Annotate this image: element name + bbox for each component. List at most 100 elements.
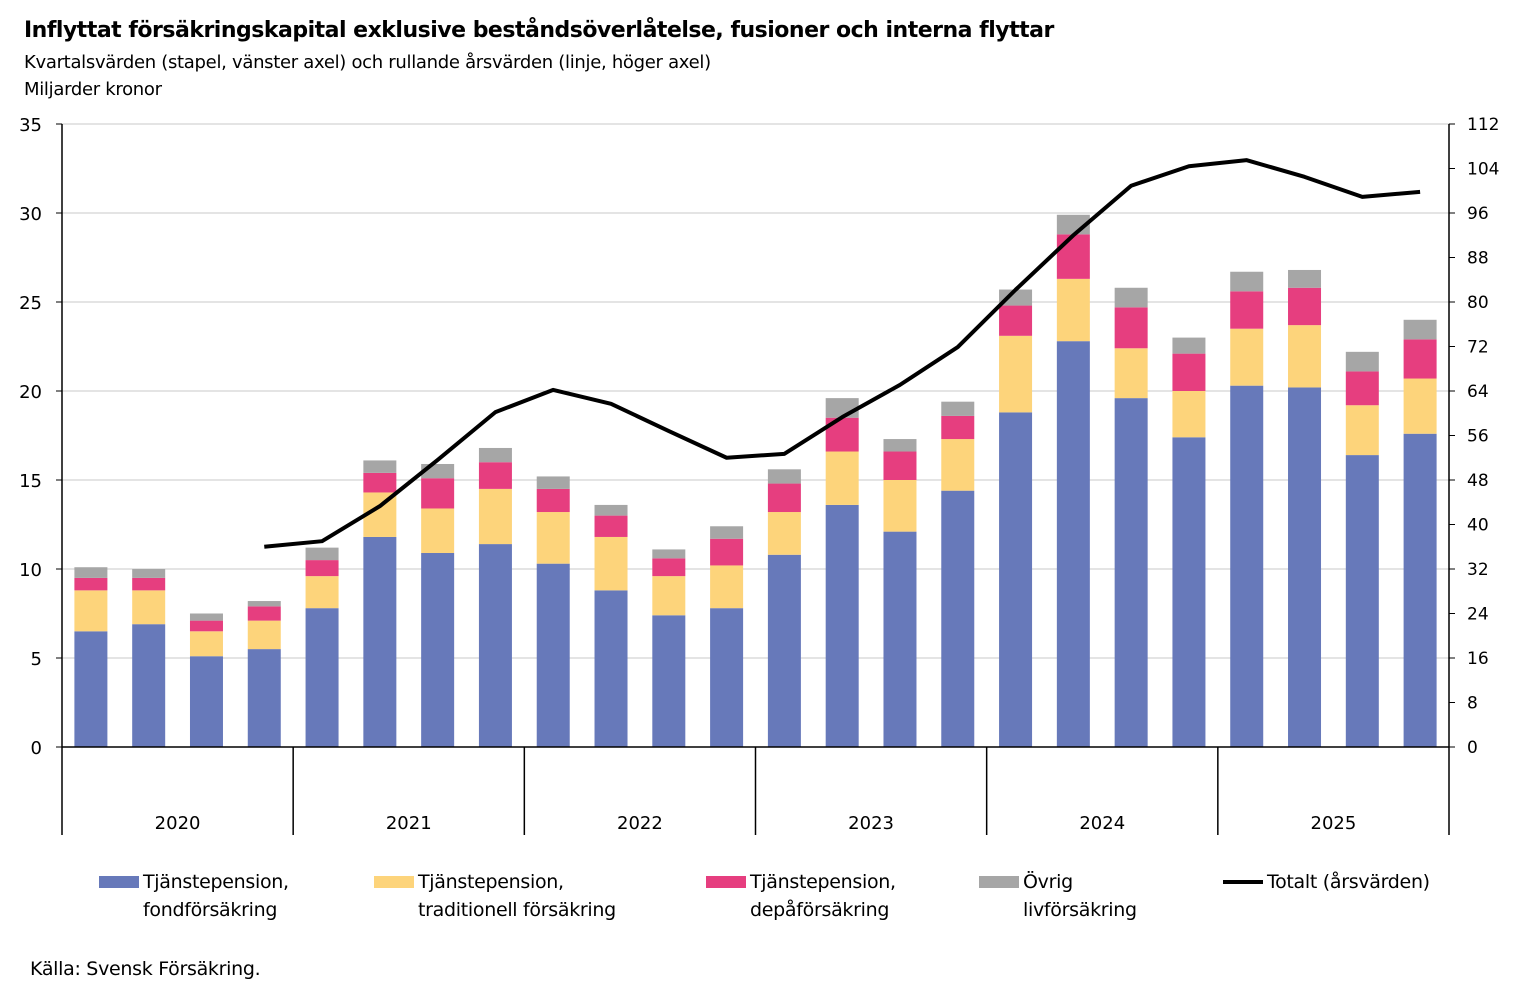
bar-segment bbox=[941, 415, 975, 440]
y2-tick-label: 80 bbox=[1467, 293, 1489, 313]
bar-segment bbox=[363, 460, 397, 473]
y-tick-label: 35 bbox=[19, 115, 42, 136]
bar-segment bbox=[710, 526, 744, 539]
bar-segment bbox=[883, 480, 917, 532]
bar-segment bbox=[421, 478, 455, 509]
year-label: 2024 bbox=[1079, 813, 1125, 834]
legend-swatch bbox=[706, 876, 746, 888]
bar-segment bbox=[941, 439, 975, 491]
y2-tick-label: 16 bbox=[1467, 649, 1489, 669]
y2-tick-label: 96 bbox=[1467, 204, 1489, 224]
y2-tick-label: 32 bbox=[1467, 560, 1489, 580]
bar-segment bbox=[941, 401, 975, 416]
bar-segment bbox=[74, 567, 108, 578]
bar-segment bbox=[247, 620, 281, 650]
bar-segment bbox=[767, 512, 801, 555]
bar-segment bbox=[189, 631, 223, 657]
bar-segment bbox=[1056, 278, 1090, 342]
chart-title: Inflyttat försäkringskapital exklusive b… bbox=[24, 18, 1054, 43]
bar-segment bbox=[1172, 337, 1206, 354]
legend-label: fondförsäkring bbox=[143, 899, 278, 921]
bar-segment bbox=[536, 476, 570, 489]
legend-item: Tjänstepension, fondförsäkring bbox=[99, 868, 289, 924]
bar-segment bbox=[1403, 378, 1437, 434]
bar-segment bbox=[478, 462, 512, 489]
bar-segment bbox=[74, 631, 108, 747]
bar-segment bbox=[883, 439, 917, 452]
bar-segment bbox=[247, 649, 281, 747]
bar-segment bbox=[999, 412, 1033, 747]
y2-tick-label: 8 bbox=[1467, 694, 1478, 714]
bar-segment bbox=[1403, 339, 1437, 379]
bar-segment bbox=[421, 508, 455, 553]
bar-segment bbox=[1114, 348, 1148, 399]
y-tick-label: 25 bbox=[19, 293, 42, 314]
y2-tick-label: 112 bbox=[1467, 115, 1499, 135]
bar-segment bbox=[594, 536, 628, 591]
bar-segment bbox=[1114, 307, 1148, 349]
bar-segment bbox=[1345, 371, 1379, 406]
legend-swatch bbox=[99, 876, 139, 888]
legend-swatch bbox=[374, 876, 414, 888]
bar-segment bbox=[305, 576, 339, 609]
y2-tick-label: 104 bbox=[1467, 160, 1499, 180]
bar-segment bbox=[1230, 291, 1264, 329]
bar-segment bbox=[1288, 269, 1322, 288]
legend-label: traditionell försäkring bbox=[418, 899, 616, 921]
total-line bbox=[264, 158, 1421, 549]
bar-segment bbox=[305, 547, 339, 561]
bar-segment bbox=[767, 554, 801, 747]
bar-segment bbox=[132, 577, 166, 591]
bar-segment bbox=[132, 590, 166, 625]
bar-segment bbox=[1230, 271, 1264, 292]
bar-segment bbox=[189, 620, 223, 632]
year-label: 2021 bbox=[386, 813, 432, 834]
y-tick-label: 5 bbox=[31, 649, 42, 670]
unit-label: Miljarder kronor bbox=[24, 79, 162, 100]
bar-segment bbox=[1172, 437, 1206, 747]
bar-segment bbox=[1288, 325, 1322, 388]
bar-segment bbox=[941, 490, 975, 747]
bar-segment bbox=[594, 504, 628, 516]
legend-label: Tjänstepension, bbox=[418, 871, 564, 893]
bar-segment bbox=[305, 608, 339, 747]
y-tick-label: 10 bbox=[19, 560, 42, 581]
bar-segment bbox=[478, 488, 512, 545]
bar-segment bbox=[594, 515, 628, 537]
legend-item-line: Totalt (årsvärden) bbox=[1223, 868, 1430, 896]
legend-item: Övrig livförsäkring bbox=[979, 868, 1137, 924]
bar-segment bbox=[536, 563, 570, 747]
y2-tick-label: 48 bbox=[1467, 471, 1489, 491]
y2-tick-label: 24 bbox=[1467, 605, 1489, 625]
bar-segment bbox=[1056, 341, 1090, 747]
y-tick-label: 15 bbox=[19, 471, 42, 492]
bar-segment bbox=[1230, 385, 1264, 747]
year-label: 2023 bbox=[848, 813, 894, 834]
bar-segment bbox=[1172, 391, 1206, 438]
bar-segment bbox=[1403, 433, 1437, 747]
bar-segment bbox=[594, 590, 628, 747]
y2-tick-label: 72 bbox=[1467, 338, 1489, 358]
bar-segment bbox=[767, 469, 801, 484]
legend-label: Totalt (årsvärden) bbox=[1267, 871, 1430, 893]
legend-label: depåförsäkring bbox=[750, 899, 890, 921]
y2-tick-label: 56 bbox=[1467, 427, 1489, 447]
bar-segment bbox=[710, 608, 744, 747]
bar-segment bbox=[1288, 287, 1322, 326]
y-tick-label: 20 bbox=[19, 382, 42, 403]
plot-area: 0510152025303508162432404856647280889610… bbox=[19, 115, 1499, 835]
bar-segment bbox=[652, 615, 686, 747]
bar-segment bbox=[1230, 328, 1264, 386]
y2-tick-label: 0 bbox=[1467, 738, 1478, 758]
source-note: Källa: Svensk Försäkring. bbox=[30, 958, 261, 980]
bar-segment bbox=[189, 656, 223, 747]
y-tick-label: 30 bbox=[19, 204, 42, 225]
bar-segment bbox=[1403, 319, 1437, 340]
bar-segment bbox=[652, 576, 686, 616]
legend-item: Tjänstepension, depåförsäkring bbox=[706, 868, 896, 924]
bar-segment bbox=[825, 398, 859, 418]
bar-segment bbox=[710, 565, 744, 609]
y2-tick-label: 64 bbox=[1467, 382, 1489, 402]
legend-label: Övrig bbox=[1023, 871, 1073, 893]
